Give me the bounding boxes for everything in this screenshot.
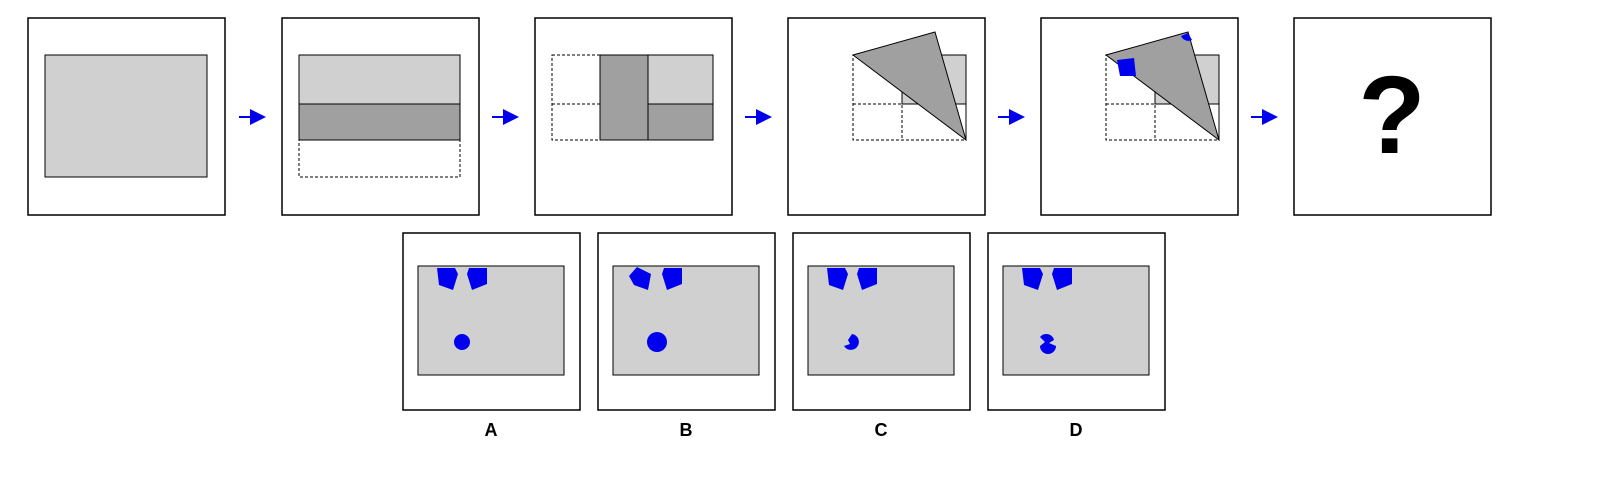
- step-6: ?: [1293, 17, 1492, 216]
- option-a[interactable]: A: [402, 232, 581, 440]
- question-mark: ?: [1358, 54, 1425, 177]
- step-4: [787, 17, 986, 216]
- option-d[interactable]: D: [987, 232, 1166, 440]
- option-label: D: [1070, 420, 1083, 440]
- step-3: [534, 17, 733, 216]
- step-2: [281, 17, 480, 216]
- option-label: C: [875, 420, 888, 440]
- option-label: A: [485, 420, 498, 440]
- option-b[interactable]: B: [597, 232, 776, 440]
- option-label: B: [680, 420, 693, 440]
- step-5: [1040, 17, 1239, 216]
- option-c[interactable]: C: [792, 232, 971, 440]
- step-1: [27, 17, 226, 216]
